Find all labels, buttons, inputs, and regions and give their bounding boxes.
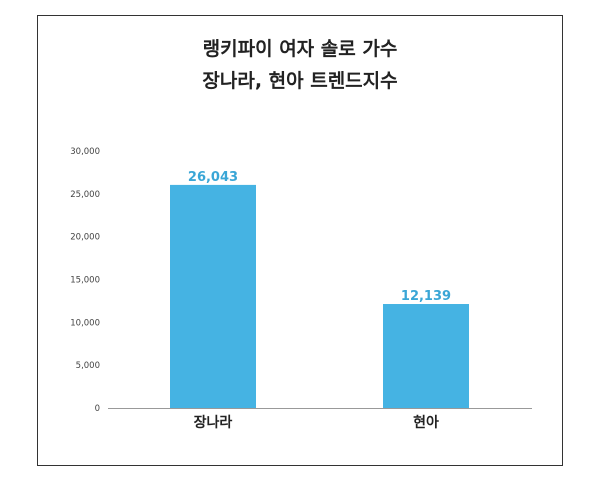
y-tick-label: 25,000: [70, 190, 100, 200]
chart-frame: [37, 15, 563, 466]
y-tick-label: 20,000: [70, 233, 100, 243]
chart-title-line-2: 장나라, 현아 트렌드지수: [202, 70, 398, 92]
y-tick-label: 10,000: [70, 318, 100, 328]
y-tick-label: 0: [95, 404, 100, 414]
bar: [383, 304, 469, 408]
x-tick-label: 현아: [413, 414, 439, 431]
x-tick-label: 장나라: [194, 414, 233, 431]
data-label: 12,139: [401, 289, 451, 304]
y-tick-label: 15,000: [70, 276, 100, 286]
y-tick-label: 5,000: [76, 361, 100, 371]
data-label: 26,043: [188, 170, 238, 185]
chart-title-line-1: 랭키파이 여자 솔로 가수: [202, 38, 398, 60]
bar: [170, 184, 256, 408]
y-tick-label: 30,000: [70, 147, 100, 157]
